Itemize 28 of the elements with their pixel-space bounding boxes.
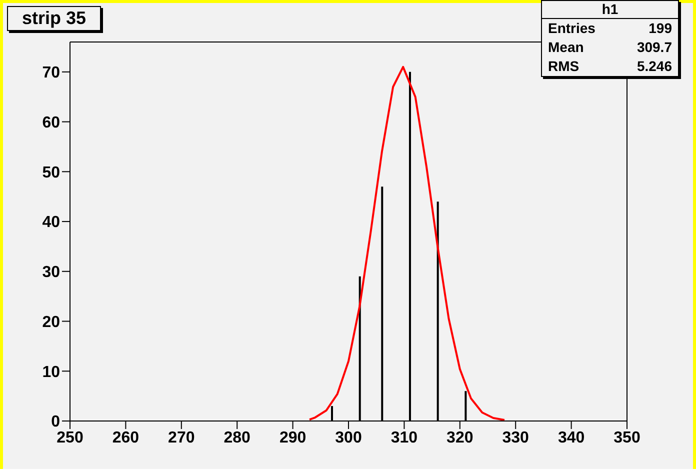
x-tick-label: 260	[112, 429, 140, 446]
y-tick-label: 20	[42, 314, 60, 331]
text: 309.7	[636, 38, 672, 57]
y-tick-label: 30	[42, 264, 60, 282]
y-tick-label: 60	[42, 114, 60, 132]
text: h1	[542, 1, 678, 19]
line-series	[308, 66, 506, 421]
x-tick-label: 350	[614, 429, 640, 446]
text: 5.246	[636, 57, 672, 76]
text: 199	[648, 19, 672, 38]
y-tick-label: 0	[51, 414, 60, 431]
x-tick-label: 250	[56, 429, 84, 446]
annotation: Mean	[548, 38, 584, 57]
x-tick-label: 320	[446, 429, 474, 446]
annotation: RMS	[548, 57, 580, 76]
x-tick-label: 340	[558, 429, 585, 446]
x-tick-label: 280	[224, 429, 251, 446]
x-tick-label: 290	[279, 429, 306, 446]
y-tick-label: 50	[42, 164, 60, 182]
y-tick-label: 10	[42, 364, 60, 381]
x-tick-label: 310	[390, 429, 418, 446]
y-tick-label: 40	[42, 214, 60, 232]
chart-title: strip 35	[7, 6, 102, 31]
x-tick-label: 270	[168, 429, 195, 446]
y-tick-label: 70	[42, 64, 60, 82]
text: Entries	[548, 19, 596, 38]
x-tick-label: 330	[502, 429, 530, 446]
x-tick-label: 300	[335, 429, 362, 446]
